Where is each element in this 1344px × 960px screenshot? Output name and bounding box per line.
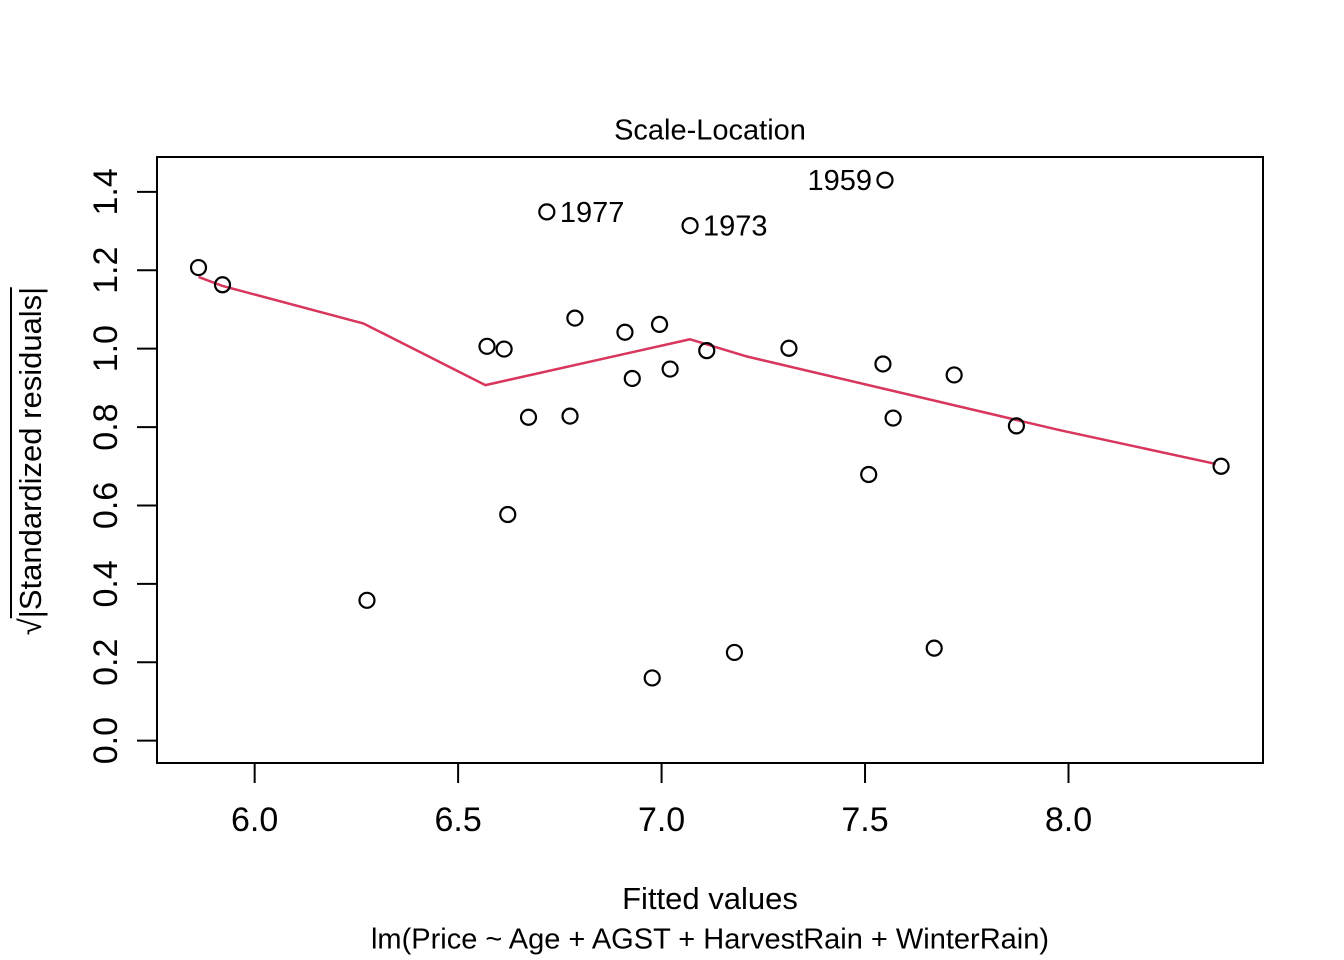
- data-point: [1212, 457, 1230, 475]
- y-tick-label: 0.0: [87, 717, 125, 764]
- chart-title: Scale-Location: [614, 114, 806, 147]
- smooth-line: [198, 275, 1217, 466]
- data-point: [860, 465, 878, 484]
- y-tick-label: 1.2: [87, 247, 125, 294]
- data-point: [643, 669, 661, 687]
- data-point: [623, 369, 641, 388]
- x-tick-label: 6.5: [434, 801, 481, 839]
- data-point: [566, 309, 584, 327]
- data-point: [519, 408, 538, 426]
- point-label-1973: 1973: [703, 211, 768, 243]
- x-tick-label: 7.5: [841, 801, 888, 839]
- data-point: [213, 276, 232, 294]
- data-point: [681, 216, 699, 235]
- y-tick-label: 0.4: [87, 560, 125, 607]
- y-tick-label: 0.2: [87, 639, 125, 686]
- sqrt-symbol: √: [13, 618, 48, 636]
- data-point: [495, 340, 513, 358]
- data-point: [478, 337, 496, 355]
- data-point: [189, 258, 208, 277]
- x-tick-label: 6.0: [231, 801, 278, 839]
- data-point: [538, 203, 556, 221]
- x-tick-label: 8.0: [1045, 801, 1092, 839]
- data-point: [650, 315, 669, 333]
- data-point: [499, 505, 517, 524]
- plot-border: [156, 156, 1264, 764]
- x-tick-label: 7.0: [638, 801, 685, 839]
- y-tick-label: 0.8: [87, 403, 125, 450]
- data-point: [884, 409, 902, 427]
- model-formula-caption: lm(Price ~ Age + AGST + HarvestRain + Wi…: [370, 923, 1050, 956]
- data-point: [945, 366, 963, 384]
- data-point: [358, 591, 376, 609]
- x-axis-label: Fitted values: [622, 881, 798, 916]
- y-tick-label: 1.4: [87, 168, 125, 215]
- data-point: [661, 360, 679, 378]
- point-label-1959: 1959: [807, 165, 872, 197]
- data-point: [725, 643, 744, 662]
- data-point: [698, 342, 716, 360]
- y-tick-label: 0.6: [87, 482, 125, 529]
- point-label-1977: 1977: [560, 197, 625, 229]
- y-tick-label: 1.0: [87, 325, 125, 372]
- data-point: [874, 355, 892, 373]
- data-point: [780, 339, 798, 357]
- data-point: [616, 323, 634, 341]
- data-point: [876, 171, 894, 189]
- y-axis-label-radicand: |Standardized residuals|: [10, 286, 48, 619]
- data-point: [1007, 417, 1026, 435]
- data-point: [925, 639, 943, 657]
- y-axis-label: √|Standardized residuals|: [10, 286, 49, 636]
- data-point: [561, 407, 579, 425]
